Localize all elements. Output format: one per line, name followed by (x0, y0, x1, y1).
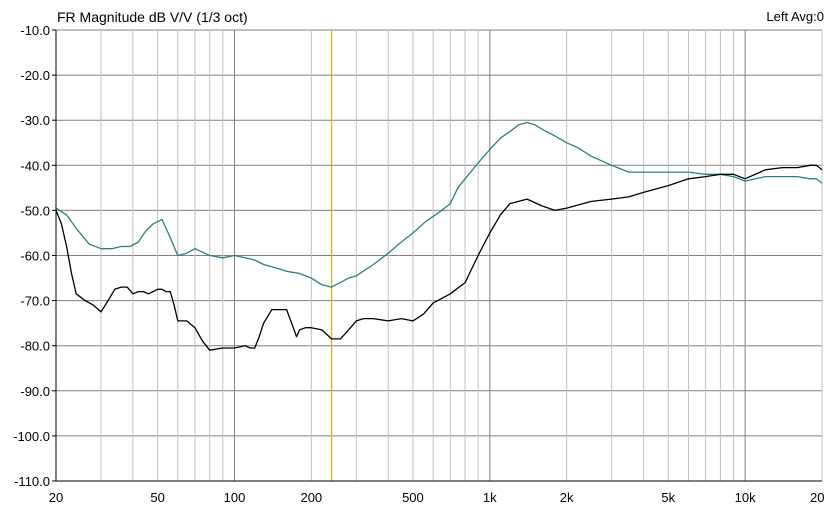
x-tick-label: 10k (735, 490, 756, 505)
y-tick-label: -60.0 (20, 249, 50, 264)
x-tick-label: 50 (150, 490, 164, 505)
y-axis-ticks: -10.0 -20.0 -30.0 -40.0 -50.0 -60.0 -70.0 -80.0… (13, 23, 56, 489)
x-tick-label: 20 (49, 490, 63, 505)
y-tick-label: -30.0 (20, 113, 50, 128)
y-tick-label: -20.0 (20, 68, 50, 83)
x-tick-label: 1k (483, 490, 497, 505)
x-tick-label: 500 (402, 490, 424, 505)
y-tick-label: -50.0 (20, 203, 50, 218)
grid (55, 29, 823, 482)
x-tick-label: 200 (300, 490, 322, 505)
series-line-2 (55, 164, 823, 351)
y-tick-label: -110.0 (14, 474, 50, 489)
y-tick-label: -90.0 (20, 384, 50, 399)
y-tick-label: -80.0 (20, 339, 50, 354)
channel-average-label: Left Avg:0 (766, 9, 824, 24)
y-tick-label: -40.0 (20, 158, 50, 173)
x-tick-label: 5k (661, 490, 675, 505)
chart-title: FR Magnitude dB V/V (1/3 oct) (57, 9, 248, 25)
x-tick-label: 20k (810, 490, 824, 505)
series-line-1 (55, 121, 823, 288)
x-tick-label: 2k (560, 490, 574, 505)
y-tick-label: -100.0 (13, 429, 50, 444)
y-tick-label: -10.0 (20, 23, 50, 38)
x-tick-label: 100 (224, 490, 246, 505)
x-axis-ticks: 20 50 100 200 500 1k 2k 5k 10k 20k (49, 490, 824, 505)
y-tick-label: -70.0 (20, 294, 50, 309)
series-layer (55, 121, 823, 351)
